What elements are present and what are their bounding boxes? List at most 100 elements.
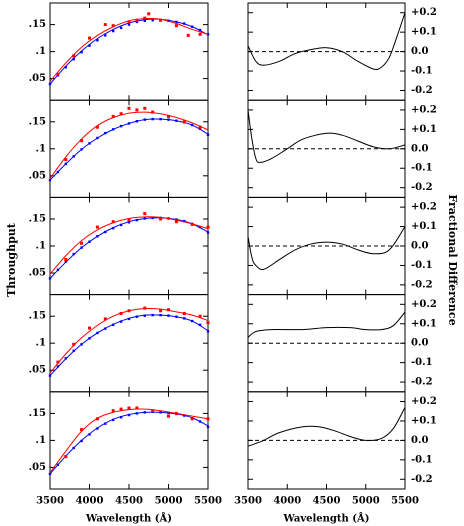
panel: .05 .1 .15 [29,99,210,198]
x-axis-label: Wavelength (Å) [282,513,369,525]
data-point [127,317,131,321]
data-point [64,258,68,261]
data-line [247,226,406,271]
data-point [182,120,186,124]
data-point [127,20,131,24]
data-point [135,20,139,24]
y-tick-label: 0.0 [411,241,428,252]
data-point [190,222,194,226]
y-tick-label: .15 [29,408,46,419]
data-line [49,17,209,82]
data-point [111,114,115,118]
panel: 3500 4000 4500 5000 5500 -0.2 -0.1 0.0 +0.1 +0.2 W… [234,391,437,525]
data-point [119,112,123,116]
y-tick-label: .15 [29,19,46,30]
panel: .05 .1 .15 Throughput [5,196,210,297]
y-tick-label: -0.2 [411,85,433,96]
y-tick-label: -0.1 [411,66,433,77]
x-tick-label: 5000 [155,496,183,507]
data-point [198,125,202,129]
data-point [88,433,91,436]
data-point [143,19,146,23]
data-point [206,225,210,229]
data-point [103,317,107,321]
y-tick-label: +0.1 [411,415,437,426]
y-axis-label: Throughput [5,222,18,297]
y-tick-label: +0.2 [411,202,437,213]
panel: -0.2 -0.1 0.0 +0.1 +0.2 Fractional Difference [247,194,459,326]
data-point [135,406,139,410]
data-point [127,413,131,417]
x-tick-label: 5500 [391,496,419,507]
data-point [64,158,68,162]
y-tick-label: -0.2 [411,377,433,388]
x-tick-label: 5500 [194,496,222,507]
data-point [95,225,99,229]
y-tick-label: .05 [29,170,46,181]
data-point [96,39,99,42]
y-tick-label: +0.2 [411,104,437,115]
data-point [186,33,190,37]
data-point [198,323,202,327]
data-point [48,277,52,280]
data-point [119,407,123,411]
data-point [198,225,202,229]
y-tick-label: 0.0 [411,46,428,57]
data-point [119,415,123,419]
y-tick-label: +0.1 [411,318,437,329]
y-tick-label: .1 [36,143,46,154]
y-tick-label: 0.0 [411,143,428,154]
panel-frame [49,2,209,101]
data-point [88,36,91,40]
data-point [80,241,84,245]
x-tick-label: 4000 [76,496,104,507]
data-point [159,18,163,22]
y-tick-label: -0.1 [411,357,433,368]
data-point [143,106,147,110]
x-tick-label: 5000 [352,496,380,507]
data-line [49,118,209,181]
y-tick-label: -0.2 [411,182,433,193]
data-point [135,108,139,112]
y-tick-label: .1 [36,241,46,252]
panel-frame [49,99,209,198]
data-point [95,125,99,129]
panel: .05 .1 .15 [29,294,210,393]
data-point [198,32,202,36]
y-tick-label: +0.1 [411,221,437,232]
data-line [247,109,406,163]
y-tick-label: -0.1 [411,454,433,465]
data-point [143,16,147,20]
data-point [104,34,107,37]
data-point [56,72,60,76]
data-point [127,23,131,26]
data-point [206,231,210,234]
data-line [49,111,209,179]
data-point [127,221,131,224]
data-line [49,216,209,275]
data-point [111,409,115,413]
y-tick-label: +0.1 [411,27,437,38]
data-point [111,24,115,28]
data-line [49,217,209,279]
data-point [174,220,178,224]
y-tick-label: .05 [29,462,46,473]
y-tick-label: .15 [29,214,46,225]
panel-frame [49,196,209,296]
y-tick-label: 0.0 [411,435,428,446]
data-point [56,360,60,364]
y-tick-label: -0.1 [411,260,433,271]
data-point [127,406,131,410]
y-tick-label: .15 [29,116,46,127]
y-tick-label: .05 [29,268,46,279]
data-point [64,455,68,459]
y-axis-label: Fractional Difference [446,194,459,325]
y-tick-label: .15 [29,311,46,322]
data-point [206,321,210,325]
data-point [119,223,123,227]
panel: .05 .1 .15 [29,2,210,101]
data-point [174,24,178,28]
data-line [49,408,209,474]
data-point [159,217,163,221]
